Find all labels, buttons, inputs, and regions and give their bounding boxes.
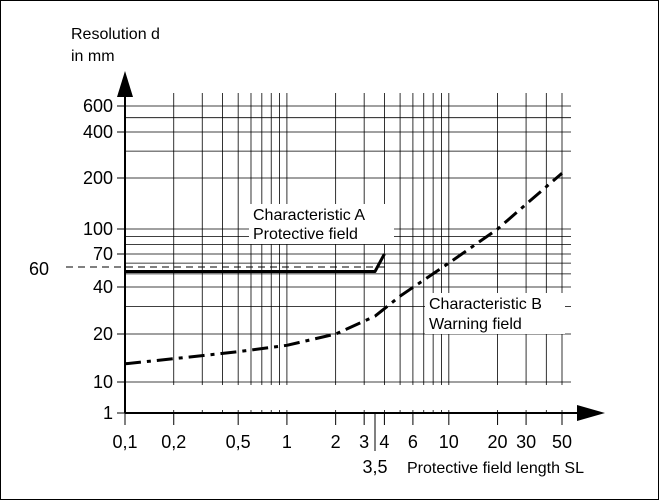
x-tick-label: 6	[408, 432, 418, 452]
x-tick-label: 0,2	[161, 432, 186, 452]
y-axis-arrow	[117, 71, 133, 97]
series-line-b	[124, 172, 563, 366]
x-extra-tick-label: 3,5	[362, 457, 387, 477]
x-tick-label: 4	[379, 432, 389, 452]
legend-a-line2: Protective field	[253, 226, 358, 243]
axes	[117, 71, 605, 421]
ticks: 0,1 0,2 0,5 1 2 3 4 6 10 20 30 50 3,5 1 10 20 40 70 100 200…	[83, 96, 572, 477]
x-tick-label: 2	[331, 432, 341, 452]
y-tick-label: 200	[83, 168, 113, 188]
y-tick-label: 40	[93, 277, 113, 297]
x-tick-label: 50	[552, 432, 572, 452]
x-tick-label: 0,5	[226, 432, 251, 452]
y-tick-label: 20	[93, 324, 113, 344]
y-tick-label: 70	[93, 244, 113, 264]
y-axis-label-line2: in mm	[71, 48, 115, 65]
y-tick-label: 1	[103, 403, 113, 423]
x-tick-label: 30	[516, 432, 536, 452]
x-tick-label: 10	[439, 432, 459, 452]
legend-b-line2: Warning field	[429, 316, 522, 333]
grid	[66, 93, 573, 414]
axis-break-band	[127, 385, 573, 410]
y-marker-label: 60	[29, 259, 49, 279]
x-axis-label: Protective field length SL	[407, 460, 584, 477]
y-tick-label: 600	[83, 96, 113, 116]
y-axis-label-line1: Resolution d	[71, 26, 160, 43]
legend-b-bg	[425, 293, 565, 334]
x-tick-label: 3	[359, 432, 369, 452]
legend-a-bg	[249, 204, 394, 244]
y-tick-label: 10	[93, 372, 113, 392]
legend-a-line1: Characteristic A	[253, 207, 365, 224]
x-tick-label: 0,1	[112, 432, 137, 452]
y-tick-label: 100	[83, 219, 113, 239]
x-axis-arrow	[577, 405, 605, 421]
series-layer	[124, 172, 563, 366]
series-line-a	[125, 253, 386, 273]
x-tick-label: 20	[488, 432, 508, 452]
x-tick-label: 1	[282, 432, 292, 452]
y-tick-label: 400	[83, 122, 113, 142]
legend-b-line1: Characteristic B	[429, 296, 542, 313]
